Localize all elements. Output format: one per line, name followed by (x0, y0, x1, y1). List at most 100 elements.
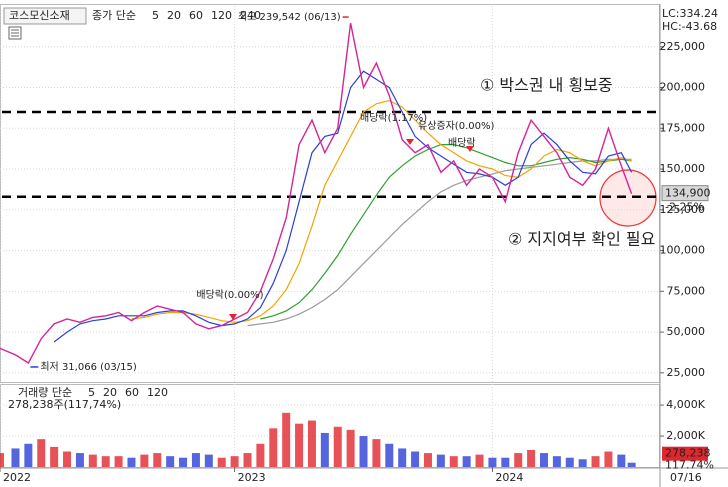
volume-bar (604, 451, 613, 467)
volume-bar (514, 453, 523, 467)
legend-entry: 120 (211, 9, 232, 22)
x-tick-label: 2023 (238, 471, 266, 484)
y-tick-label: 150,000 (660, 162, 706, 175)
volume-bar (101, 456, 110, 467)
legend-entry: 20 (167, 9, 181, 22)
series-line (247, 158, 632, 327)
event-label: 배당락(1.17%) (360, 112, 427, 124)
highlight-circle (599, 169, 657, 227)
current-price-box (661, 185, 709, 202)
legend-entry: 60 (125, 386, 139, 399)
volume-bar (372, 439, 381, 467)
volume-bar (627, 462, 636, 467)
volume-bar (475, 454, 484, 467)
current-volume-box (662, 446, 708, 461)
volume-bar (11, 448, 20, 467)
legend-entry: 5 (152, 9, 159, 22)
volume-bar (256, 443, 265, 467)
volume-bar (385, 443, 394, 467)
note: ② 지지여부 확인 필요 (508, 230, 655, 249)
volume-bar (527, 449, 536, 467)
volume-bar (488, 457, 497, 467)
legend-entry: 20 (103, 386, 117, 399)
volume-bar (50, 446, 59, 467)
event-label: 배당락(0.00%) (196, 289, 263, 301)
series-line (53, 70, 633, 343)
current-volume: 278,238 (665, 447, 711, 460)
volume-bar (565, 457, 574, 467)
volume-bar (153, 453, 162, 467)
y-tick-label: 25,000 (667, 366, 706, 379)
y-tick-label: 175,000 (660, 121, 706, 134)
event-marker (229, 314, 237, 320)
y-tick-label: 225,000 (660, 40, 706, 53)
series-line (260, 144, 632, 320)
volume-bar (295, 423, 304, 467)
hc-label: HC:-43.68 (662, 20, 717, 33)
event-label: 유상증자(0.00%) (418, 120, 494, 132)
volume-bar (282, 412, 291, 467)
low-label: 최저 31,066 (03/15) (40, 361, 136, 373)
volume-bar (269, 428, 278, 467)
stock-name-box[interactable] (3, 7, 87, 25)
volume-bar (320, 432, 329, 467)
volume-bar (37, 439, 46, 467)
x-end-label: 07/16 (670, 471, 702, 484)
volume-bar (179, 457, 188, 467)
x-tick-label: 2022 (3, 471, 31, 484)
volume-bar (333, 426, 342, 467)
volume-bar (398, 448, 407, 467)
y-tick-label: 2,000K (666, 429, 705, 442)
current-volume-ratio: 117.74% (665, 459, 714, 472)
volume-bar (24, 443, 33, 467)
volume-bar (501, 457, 510, 467)
y-tick-label: 50,000 (667, 325, 706, 338)
volume-bar (449, 456, 458, 467)
legend-entry: 60 (189, 9, 203, 22)
settings-icon-lines (11, 29, 19, 37)
volume-bar (539, 453, 548, 467)
volume-bar (617, 454, 626, 467)
volume-bar (63, 451, 72, 467)
current-price: 134,900 (665, 187, 711, 200)
lc-label: LC:334.24 (662, 7, 718, 20)
volume-bar (578, 459, 587, 467)
event-marker (406, 139, 414, 145)
stock-name: 코스모신소재 (9, 9, 70, 22)
volume-bar (307, 420, 316, 467)
legend-entry: 240 (240, 9, 261, 22)
series-line (0, 22, 633, 364)
volume-bar (204, 454, 213, 467)
volume-bar (75, 453, 84, 467)
legend-prefix: 거래량 단순 (18, 386, 72, 399)
y-tick-label: 200,000 (660, 81, 706, 94)
y-tick-label: 4,000K (666, 398, 705, 411)
high-label: 최고 239,542 (06/13) (238, 11, 341, 23)
volume-bar (0, 453, 4, 467)
volume-bar (423, 453, 432, 467)
volume-bar (230, 456, 239, 467)
note: ① 박스권 내 횡보중 (480, 76, 613, 95)
current-change: -2.25% (665, 201, 704, 214)
legend-entry: 120 (147, 386, 168, 399)
volume-bar (217, 457, 226, 467)
series-line (131, 99, 632, 323)
volume-bar (411, 451, 420, 467)
volume-bar (359, 436, 368, 467)
volume-bar (88, 454, 97, 467)
volume-bar (140, 454, 149, 467)
x-tick-label: 2024 (495, 471, 523, 484)
volume-bar (346, 429, 355, 467)
legend-prefix: 종가 단순 (92, 9, 136, 22)
event-marker (466, 146, 474, 152)
volume-bar (462, 456, 471, 467)
volume-bar (591, 456, 600, 467)
volume-bar (166, 456, 175, 467)
volume-bar (243, 453, 252, 467)
volume-bar (191, 453, 200, 467)
volume-summary: 278,238주(117,74%) (8, 398, 121, 411)
volume-bar (436, 454, 445, 467)
volume-bar (127, 457, 136, 467)
